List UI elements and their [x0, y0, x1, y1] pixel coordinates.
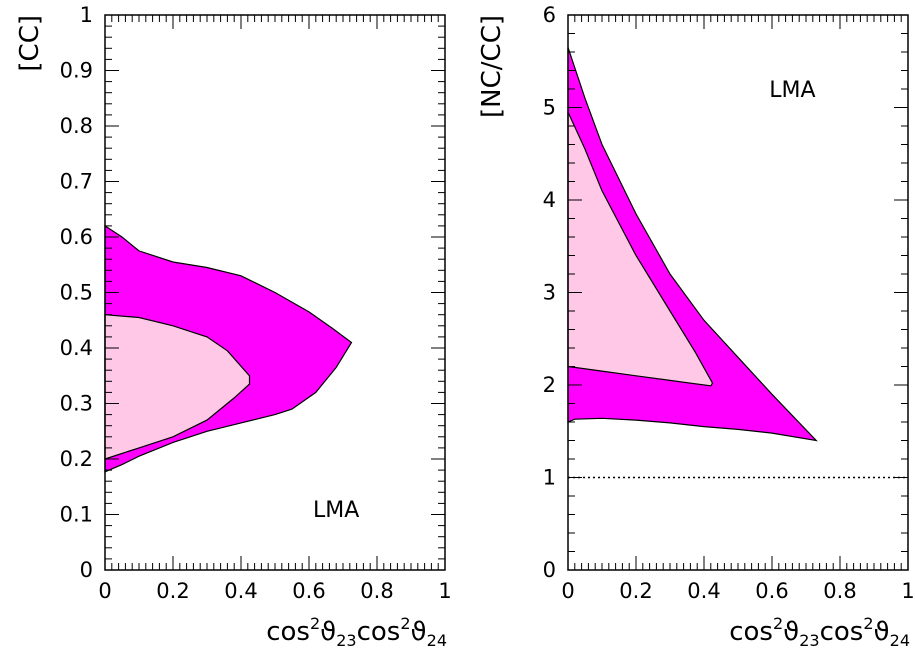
inner-region: [567, 111, 714, 387]
x-tick-label: 0: [561, 579, 574, 603]
x-tick-label: 1: [438, 579, 451, 603]
y-tick-label: 0.3: [60, 392, 93, 416]
y-tick-label: 0.9: [60, 59, 93, 83]
x-tick-label: 0.2: [156, 579, 189, 603]
x-tick-label: 0.4: [224, 579, 257, 603]
x-tick-label: 0.8: [823, 579, 856, 603]
x-tick-label: 0.4: [687, 579, 720, 603]
y-tick-label: 0.1: [60, 503, 93, 527]
lma-annotation: LMA: [769, 78, 815, 103]
y-axis-title: [NC/CC]: [477, 15, 507, 118]
lma-annotation: LMA: [313, 498, 359, 523]
y-tick-label: 5: [543, 96, 556, 120]
nc-cc-panel: 0 0.2 0.4 0.6 0.8 1 0 1 2 3 4 5 6 LMA [NC/CC] cos2ϑ23co…: [477, 3, 915, 650]
x-tick-label: 0: [98, 579, 111, 603]
cc-panel: 0 0.2 0.4 0.6 0.8 1 0 0.1 0.2 0.3 0.4 0.5 0.6 0.7 0.8 0…: [15, 3, 452, 650]
y-tick-label: 0: [543, 558, 556, 582]
y-tick-label: 1: [543, 466, 556, 490]
x-tick-label: 0.2: [619, 579, 652, 603]
x-axis-title: cos2ϑ23cos2ϑ24: [729, 614, 910, 650]
y-tick-label: 1: [80, 3, 93, 27]
x-axis-title: cos2ϑ23cos2ϑ24: [266, 614, 447, 650]
x-tick-label: 0.6: [755, 579, 788, 603]
y-axis-title: [CC]: [15, 15, 45, 72]
y-tick-label: 6: [543, 3, 556, 27]
y-tick-label: 0.4: [60, 336, 93, 360]
y-tick-label: 0: [80, 558, 93, 582]
y-tick-label: 0.8: [60, 114, 93, 138]
x-tick-label: 0.6: [292, 579, 325, 603]
y-tick-label: 0.5: [60, 281, 93, 305]
inner-region: [104, 314, 251, 460]
x-tick-label: 0.8: [360, 579, 393, 603]
x-tick-label: 1: [901, 579, 914, 603]
y-tick-label: 4: [543, 188, 556, 212]
y-tick-label: 2: [543, 373, 556, 397]
y-tick-label: 3: [543, 281, 556, 305]
y-tick-label: 0.7: [60, 170, 93, 194]
y-tick-label: 0.6: [60, 225, 93, 249]
y-tick-label: 0.2: [60, 447, 93, 471]
